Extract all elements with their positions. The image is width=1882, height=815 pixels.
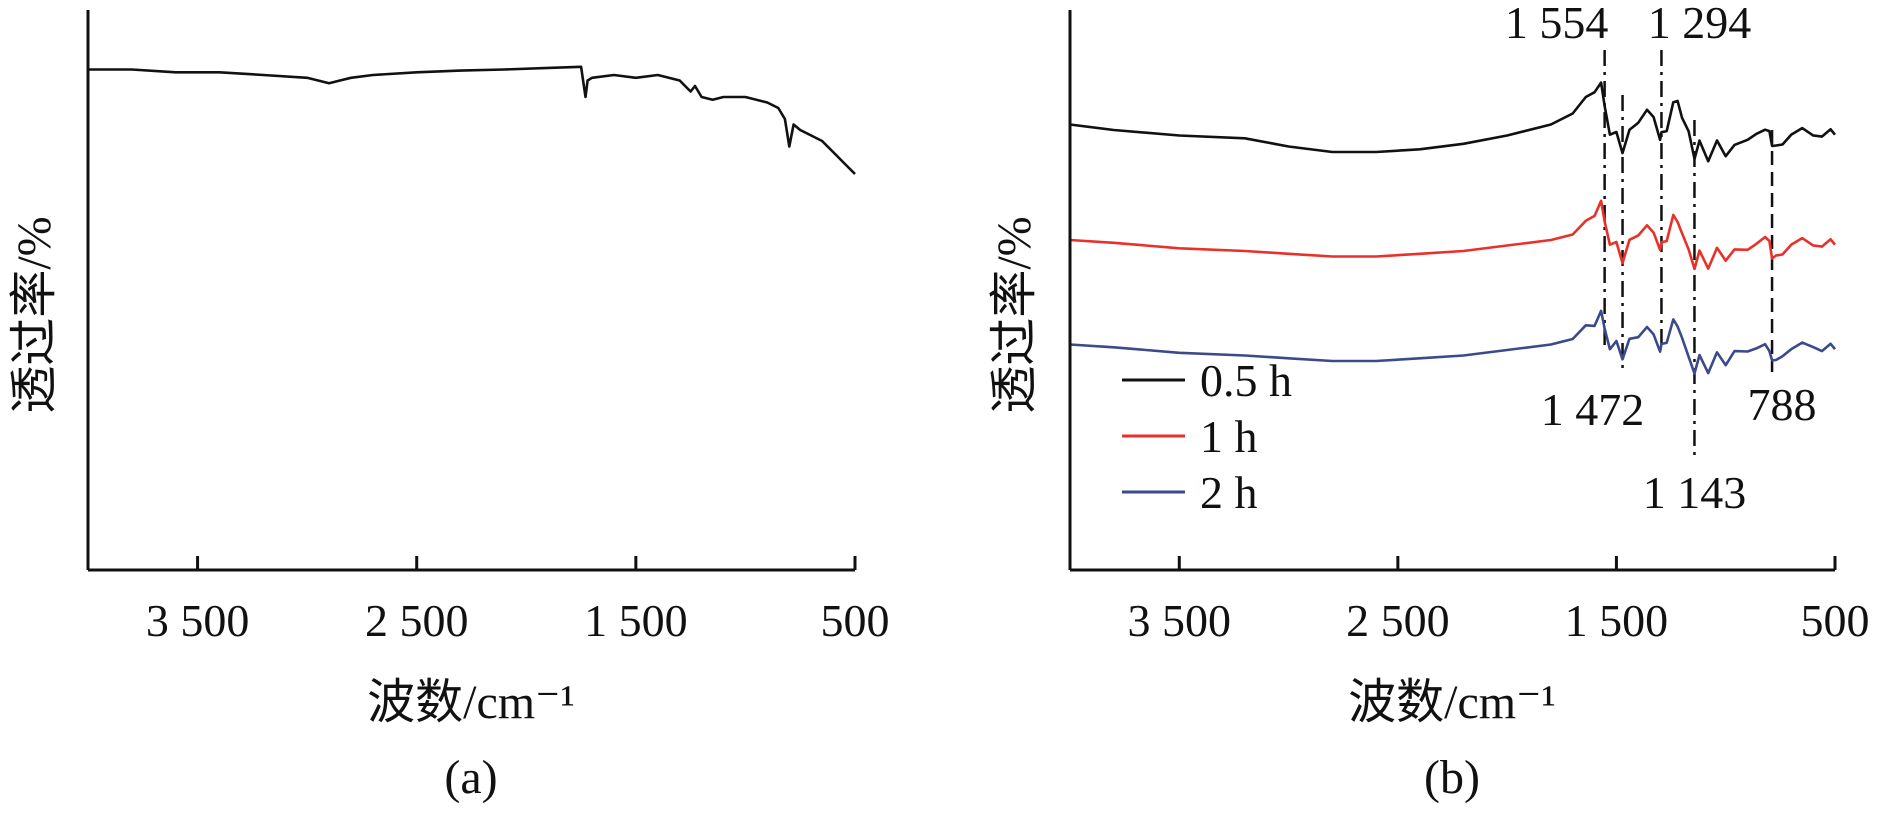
series-line-2h xyxy=(1069,309,1837,375)
panel-a-label: (a) xyxy=(444,751,497,804)
panel-b-y-axis-title: 透过率/% xyxy=(988,216,1041,413)
panel-b-x-axis-title: 波数/cm⁻¹ xyxy=(1348,676,1556,729)
panel-b-label: (b) xyxy=(1424,751,1480,804)
panel-a-x-ticks: 3 500 2 500 1 500 500 xyxy=(146,556,890,646)
panel-b-x-tick-label: 1 500 xyxy=(1565,595,1669,646)
panel-a-x-axis-title: 波数/cm⁻¹ xyxy=(367,676,575,729)
panel-b-legend: 0.5 h1 h2 h xyxy=(1122,355,1292,518)
legend-label: 1 h xyxy=(1200,411,1258,462)
panel-b-x-ticks: 3 500 2 500 1 500 500 xyxy=(1128,556,1870,646)
panel-a-x-tick-label: 1 500 xyxy=(584,595,688,646)
legend-label: 2 h xyxy=(1200,467,1258,518)
panel-b-series xyxy=(1069,81,1837,375)
peak-label: 1 294 xyxy=(1648,0,1752,48)
panel-a-x-tick-label: 2 500 xyxy=(365,595,469,646)
peak-label: 1 472 xyxy=(1541,384,1645,435)
panel-a-series xyxy=(88,65,856,175)
panel-b-x-tick-label: 2 500 xyxy=(1346,595,1450,646)
panel-a-y-axis-title: 透过率/% xyxy=(8,216,61,413)
series-line-1h xyxy=(1069,199,1837,271)
series-line xyxy=(88,65,856,175)
panel-a-x-tick-label: 3 500 xyxy=(146,595,250,646)
panel-b-x-tick-label: 3 500 xyxy=(1128,595,1232,646)
peak-label: 788 xyxy=(1748,379,1817,430)
peak-label: 1 143 xyxy=(1643,467,1747,518)
legend-label: 0.5 h xyxy=(1200,355,1292,406)
series-line-0.5h xyxy=(1069,81,1837,163)
panel-a: 3 500 2 500 1 500 500 波数/cm⁻¹ 透过率/% (a) xyxy=(8,10,890,804)
peak-label: 1 554 xyxy=(1505,0,1609,48)
panel-b-x-tick-label: 500 xyxy=(1801,595,1870,646)
panel-a-x-tick-label: 500 xyxy=(821,595,890,646)
